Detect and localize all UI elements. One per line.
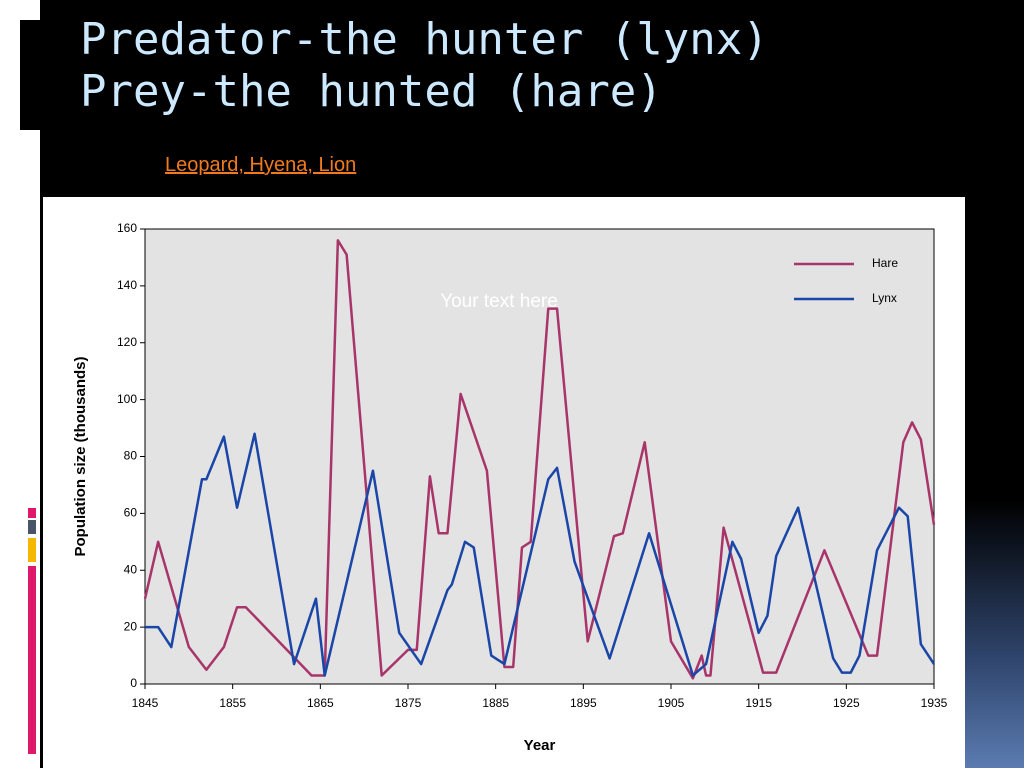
- x-tick-label: 1915: [745, 696, 772, 710]
- x-tick-label: 1925: [833, 696, 860, 710]
- annotation: Your text here: [440, 291, 558, 312]
- chart: 0 20 40 60 80 100 120 140 160 1845 1855 1865 1875 188…: [43, 197, 965, 768]
- x-tick-label: 1865: [307, 696, 334, 710]
- corner-gradient: [965, 500, 1024, 768]
- title-line: Predator-the hunter (lynx): [80, 14, 769, 65]
- y-tick-label: 60: [124, 506, 138, 520]
- y-tick-label: 0: [130, 676, 137, 690]
- y-tick-label: 80: [124, 449, 138, 463]
- slide-title: Predator-the hunter (lynx) Prey-the hunt…: [80, 14, 769, 118]
- x-tick-label: 1905: [658, 696, 685, 710]
- title-line: Prey-the hunted (hare): [80, 66, 663, 117]
- y-tick-label: 140: [117, 278, 137, 292]
- data-line: [143, 239, 936, 680]
- legend-label: Lynx: [872, 291, 897, 305]
- y-tick-label: 20: [124, 619, 138, 633]
- x-tick-label: 1935: [921, 696, 948, 710]
- x-tick-label: 1845: [132, 696, 159, 710]
- x-axis-label: Year: [524, 737, 556, 754]
- y-tick-label: 40: [124, 562, 138, 576]
- y-tick-label: 160: [117, 221, 137, 235]
- x-tick-label: 1885: [482, 696, 509, 710]
- x-tick-label: 1855: [219, 696, 246, 710]
- y-axis-label: Population size (thousands): [72, 356, 89, 556]
- data-line: [145, 432, 936, 677]
- y-tick-label: 120: [117, 335, 137, 349]
- hyperlink[interactable]: Leopard, Hyena, Lion: [165, 154, 357, 176]
- x-tick-label: 1895: [570, 696, 597, 710]
- side-decoration: [0, 0, 40, 768]
- legend-label: Hare: [872, 256, 898, 270]
- x-tick-label: 1875: [395, 696, 422, 710]
- y-tick-label: 100: [117, 392, 137, 406]
